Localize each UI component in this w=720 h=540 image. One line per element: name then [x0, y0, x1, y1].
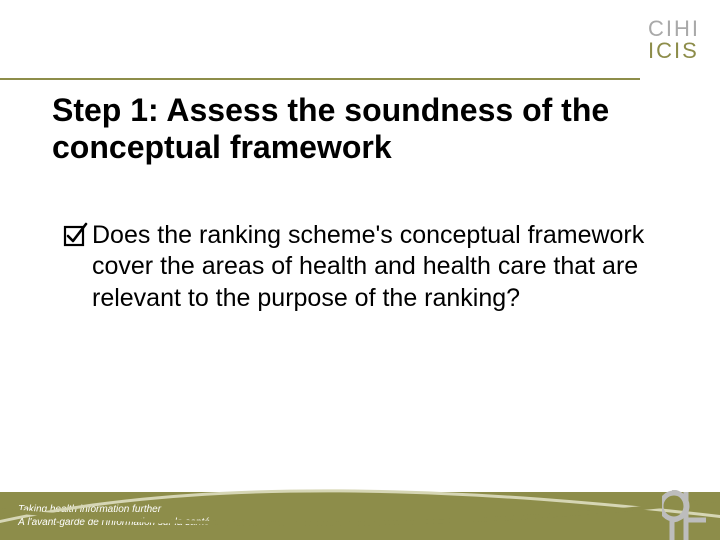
logo-line-1: CIHI	[648, 18, 700, 40]
footer-line-1: Taking health information further	[18, 504, 720, 515]
footer: Taking health information further À l'av…	[0, 470, 720, 540]
corner-glyph-icon	[662, 490, 710, 540]
slide: CIHI ICIS Step 1: Assess the soundness o…	[0, 0, 720, 540]
bullet-item: Does the ranking scheme's conceptual fra…	[62, 220, 650, 314]
logo: CIHI ICIS	[648, 18, 700, 62]
slide-title: Step 1: Assess the soundness of the conc…	[52, 92, 660, 166]
checkbox-checked-icon	[62, 222, 88, 253]
body-content: Does the ranking scheme's conceptual fra…	[62, 220, 650, 314]
footer-line-2: À l'avant-garde de l'information sur la …	[18, 517, 720, 528]
footer-band: Taking health information further À l'av…	[0, 492, 720, 540]
bullet-text: Does the ranking scheme's conceptual fra…	[92, 220, 650, 314]
title-divider	[0, 78, 640, 80]
logo-line-2: ICIS	[648, 40, 700, 62]
